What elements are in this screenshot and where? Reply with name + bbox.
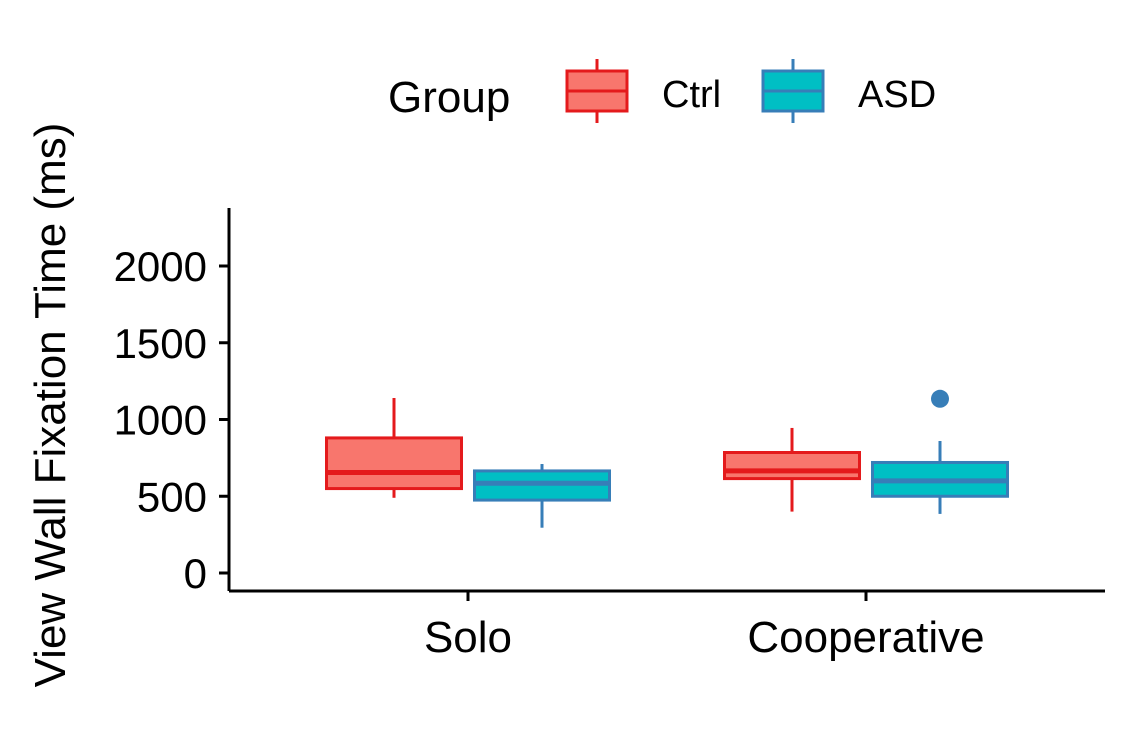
y-tick-label: 2000: [114, 243, 207, 290]
x-tick-label: Cooperative: [747, 613, 984, 662]
box-iqr: [723, 451, 861, 481]
box-ctrl-cooperative: [723, 427, 861, 512]
box-asd-solo: [473, 464, 611, 528]
outlier-point: [931, 389, 949, 408]
legend: Group Ctrl ASD: [388, 59, 936, 123]
y-tick-label: 1000: [114, 397, 207, 444]
y-tick-label: 1500: [114, 320, 207, 367]
legend-label: Ctrl: [662, 74, 721, 116]
legend-title: Group: [388, 73, 510, 122]
y-tick-label: 0: [184, 550, 207, 597]
legend-label: ASD: [858, 74, 936, 116]
box-asd-cooperative: [871, 389, 1009, 514]
x-tick-label: Solo: [424, 613, 512, 662]
y-axis-title: View Wall Fixation Time (ms): [26, 123, 75, 688]
legend-key-ctrl: Ctrl: [565, 59, 721, 123]
box-ctrl-solo: [325, 398, 463, 498]
y-ticks: 0 500 1000 1500 2000: [114, 243, 229, 597]
y-tick-label: 500: [137, 473, 207, 520]
boxes: [325, 389, 1009, 528]
legend-key-asd: ASD: [761, 59, 936, 123]
box-iqr: [325, 436, 463, 491]
x-ticks: Solo Cooperative: [424, 591, 985, 662]
